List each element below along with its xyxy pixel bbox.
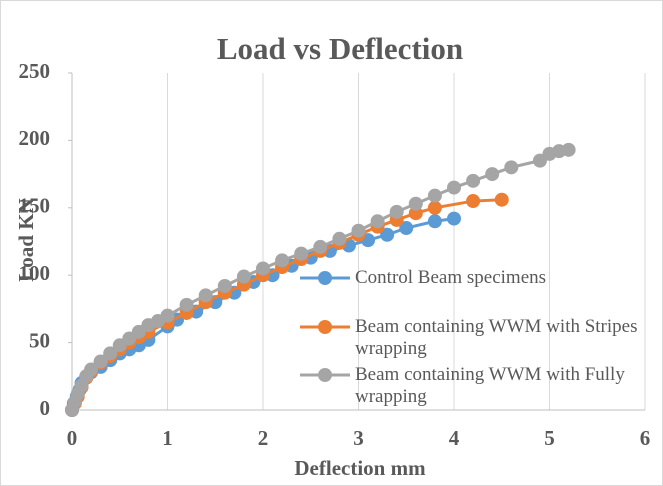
x-tick-label: 4 — [449, 426, 460, 450]
y-axis-label: Load KN — [14, 198, 38, 281]
data-point — [447, 211, 461, 226]
data-point — [399, 221, 414, 236]
data-point — [160, 308, 175, 323]
data-point — [561, 142, 576, 157]
y-tick-label: 100 — [19, 261, 51, 285]
data-point — [427, 200, 442, 215]
data-point — [466, 173, 481, 188]
data-point — [332, 231, 347, 246]
data-point — [494, 192, 509, 207]
legend-label: Beam containing WWM with Stripes wrappin… — [355, 316, 638, 359]
x-tick-label: 6 — [640, 426, 651, 450]
data-point — [504, 160, 519, 175]
data-point — [236, 269, 251, 284]
legend-marker — [318, 368, 332, 382]
x-tick-label: 1 — [162, 426, 173, 450]
y-tick-label: 50 — [29, 328, 50, 352]
data-point — [447, 180, 461, 195]
data-point — [313, 239, 328, 254]
x-axis-label: Deflection mm — [294, 456, 426, 480]
y-tick-label: 200 — [19, 126, 51, 150]
chart-title: Load vs Deflection — [217, 31, 463, 66]
data-point — [427, 188, 442, 203]
legend-marker — [318, 271, 332, 285]
data-point — [103, 346, 118, 361]
data-point — [351, 223, 366, 238]
legend-marker — [318, 320, 332, 334]
y-tick-label: 250 — [19, 59, 51, 83]
data-point — [389, 204, 404, 219]
y-tick-label: 0 — [40, 396, 51, 420]
data-point — [370, 214, 385, 229]
data-point — [427, 214, 442, 229]
x-tick-label: 2 — [258, 426, 269, 450]
x-tick-label: 0 — [67, 426, 78, 450]
data-point — [179, 297, 194, 312]
data-point — [294, 246, 309, 261]
x-tick-label: 5 — [544, 426, 555, 450]
data-point — [198, 288, 213, 303]
data-point — [485, 167, 500, 182]
data-point — [466, 194, 481, 209]
x-tick-label: 3 — [353, 426, 364, 450]
data-point — [217, 278, 232, 293]
legend-label: Beam containing WWM with Fully wrapping — [355, 364, 625, 407]
legend-label: Control Beam specimens — [355, 267, 547, 288]
data-point — [380, 227, 395, 242]
y-tick-label: 150 — [19, 194, 51, 218]
data-point — [256, 261, 270, 276]
data-point — [408, 196, 423, 211]
data-point — [275, 253, 290, 268]
data-point — [93, 354, 108, 369]
data-point — [84, 362, 99, 377]
